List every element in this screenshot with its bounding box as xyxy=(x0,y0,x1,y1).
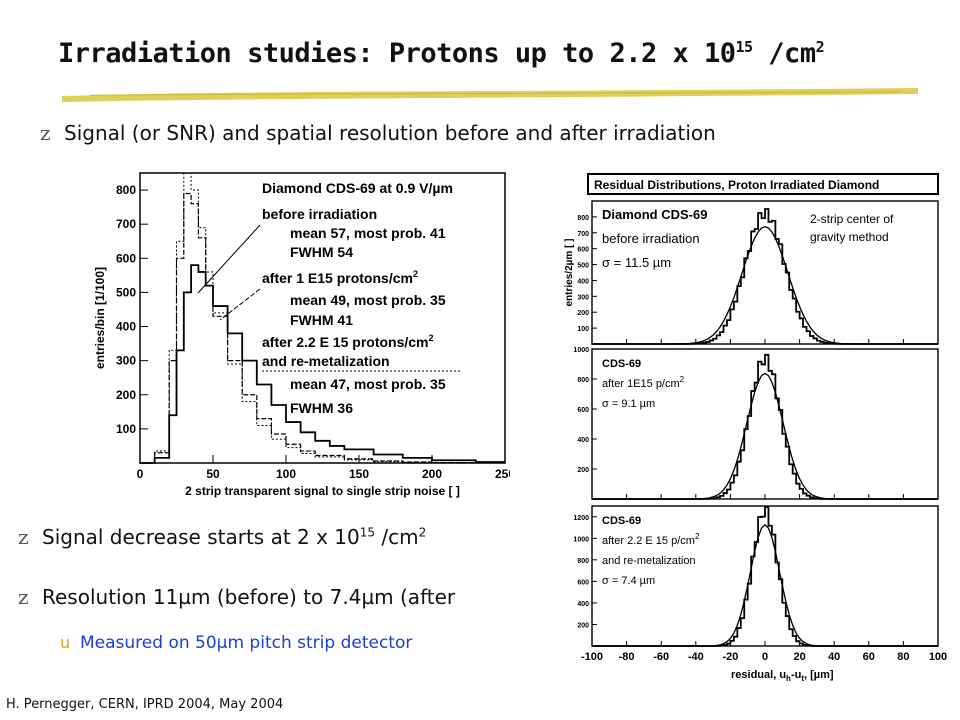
y-tick-label: 600 xyxy=(577,579,589,586)
x-tick-label: -40 xyxy=(688,651,704,663)
panel-label: CDS-69 xyxy=(602,358,641,370)
x-tick-label: 40 xyxy=(828,651,840,663)
x-tick-label: 20 xyxy=(793,651,805,663)
residual-histogram xyxy=(592,506,938,647)
annotation-leader xyxy=(219,288,261,321)
y-tick-label: 600 xyxy=(116,251,136,265)
annotation-label: before irradiation xyxy=(262,206,377,222)
y-tick-label: 700 xyxy=(116,217,136,231)
annotation-label: and re-metalization xyxy=(262,353,390,369)
bullet-signal-resolution: z Signal (or SNR) and spatial resolution … xyxy=(40,121,716,145)
panel-label: before irradiation xyxy=(602,231,700,246)
y-tick-label: 400 xyxy=(116,320,136,334)
x-tick-label: 100 xyxy=(929,651,947,663)
panel-label: σ = 7.4 µm xyxy=(602,575,655,587)
y-tick-label: 300 xyxy=(577,294,589,301)
x-tick-label: 150 xyxy=(349,467,369,481)
bullet-signal-decrease: z Signal decrease starts at 2 x 1015 /cm2 xyxy=(18,525,427,549)
x-tick-label: 50 xyxy=(206,467,220,481)
x-tick-label: 250 xyxy=(495,467,510,481)
annotation-label: after 1 E15 protons/cm2 xyxy=(262,269,418,286)
residual-panel-frame xyxy=(591,348,939,500)
x-axis-label: residual, uh-ut, [µm] xyxy=(731,669,834,683)
y-tick-label: 800 xyxy=(577,215,589,222)
y-tick-label: 400 xyxy=(577,601,589,608)
annotation-label: mean 57, most prob. 41 xyxy=(290,225,446,241)
panel-note: 2-strip center of xyxy=(810,212,894,226)
residual-panel-frame xyxy=(591,505,939,647)
y-axis-label: entries/2µm [ ] xyxy=(564,238,575,306)
residual-histogram xyxy=(592,353,938,500)
y-tick-label: 800 xyxy=(116,183,136,197)
panel-label: CDS-69 xyxy=(602,515,641,527)
y-tick-label: 200 xyxy=(577,467,589,474)
y-tick-label: 1200 xyxy=(573,515,589,522)
annotation-label: mean 49, most prob. 35 xyxy=(290,292,446,308)
annotation-label: mean 47, most prob. 35 xyxy=(290,376,446,392)
y-tick-label: 1000 xyxy=(573,536,589,543)
y-tick-label: 600 xyxy=(577,247,589,254)
panel-label: after 1E15 p/cm2 xyxy=(602,375,685,390)
annotation-label: after 2.2 E 15 protons/cm2 xyxy=(262,333,434,350)
y-tick-label: 400 xyxy=(577,437,589,444)
panel-label: after 2.2 E 15 p/cm2 xyxy=(602,532,700,547)
histogram-series-1 xyxy=(140,264,505,464)
sub-bullet-pitch: u Measured on 50µm pitch strip detector xyxy=(60,633,413,653)
bullet-marker: z xyxy=(18,585,29,609)
annotation-label: FWHM 41 xyxy=(290,312,353,328)
title-underline xyxy=(62,88,918,102)
bullet-marker: z xyxy=(18,525,29,549)
panel-label: σ = 11.5 µm xyxy=(602,255,671,270)
x-tick-label: 60 xyxy=(863,651,875,663)
histogram-series-3 xyxy=(140,172,505,464)
x-tick-label: 80 xyxy=(897,651,909,663)
signal-histogram-chart: 0 50 100 150 200 250 100 200 300 400 500 600 700 800 2… xyxy=(93,172,510,498)
bullet-resolution: z Resolution 11µm (before) to 7.4µm (afte… xyxy=(18,585,456,609)
y-tick-label: 200 xyxy=(577,310,589,317)
x-tick-label: 200 xyxy=(422,467,442,481)
annotation-label: FWHM 54 xyxy=(290,244,353,260)
y-tick-label: 800 xyxy=(577,558,589,565)
y-tick-label: 500 xyxy=(116,285,136,299)
annotation-leader xyxy=(197,224,261,294)
footer-credit: H. Pernegger, CERN, IPRD 2004, May 2004 xyxy=(6,697,284,712)
y-tick-label: 1000 xyxy=(573,347,589,354)
panel-label: σ = 9.1 µm xyxy=(602,398,655,410)
slide-title: Irradiation studies: Protons up to 2.2 x… xyxy=(58,38,825,69)
y-tick-label: 200 xyxy=(577,622,589,629)
x-tick-label: -20 xyxy=(722,651,738,663)
residual-distribution-chart: Residual Distributions, Proton Irradiate… xyxy=(564,173,947,683)
bullet-marker: z xyxy=(40,121,51,145)
y-axis-label: entries/bin [1/100] xyxy=(93,267,107,369)
y-tick-label: 300 xyxy=(116,354,136,368)
panel-note: gravity method xyxy=(810,230,889,244)
y-tick-label: 200 xyxy=(116,388,136,402)
x-axis-label: 2 strip transparent signal to single str… xyxy=(185,484,460,498)
x-tick-label: -100 xyxy=(581,651,603,663)
y-tick-label: 500 xyxy=(577,263,589,270)
residual-histogram xyxy=(592,208,938,345)
x-tick-label: 100 xyxy=(276,467,296,481)
x-tick-label: -80 xyxy=(619,651,635,663)
chart-title-box xyxy=(587,173,939,195)
chart-title: Residual Distributions, Proton Irradiate… xyxy=(594,178,879,192)
x-tick-label: 0 xyxy=(137,467,144,481)
chart-title: Diamond CDS-69 at 0.9 V/µm xyxy=(262,180,453,196)
y-tick-label: 400 xyxy=(577,278,589,285)
panel-label: Diamond CDS-69 xyxy=(602,207,707,222)
panel-label: and re-metalization xyxy=(602,555,696,567)
plot-frame xyxy=(139,172,506,464)
annotation-label: FWHM 36 xyxy=(290,400,353,416)
y-tick-label: 100 xyxy=(116,422,136,436)
sub-bullet-marker: u xyxy=(60,633,71,652)
y-tick-label: 100 xyxy=(577,326,589,333)
y-tick-label: 700 xyxy=(577,231,589,238)
residual-panel-frame xyxy=(591,200,939,345)
x-tick-label: -60 xyxy=(653,651,669,663)
y-tick-label: 800 xyxy=(577,377,589,384)
y-tick-label: 600 xyxy=(577,407,589,414)
x-tick-label: 0 xyxy=(762,651,768,663)
